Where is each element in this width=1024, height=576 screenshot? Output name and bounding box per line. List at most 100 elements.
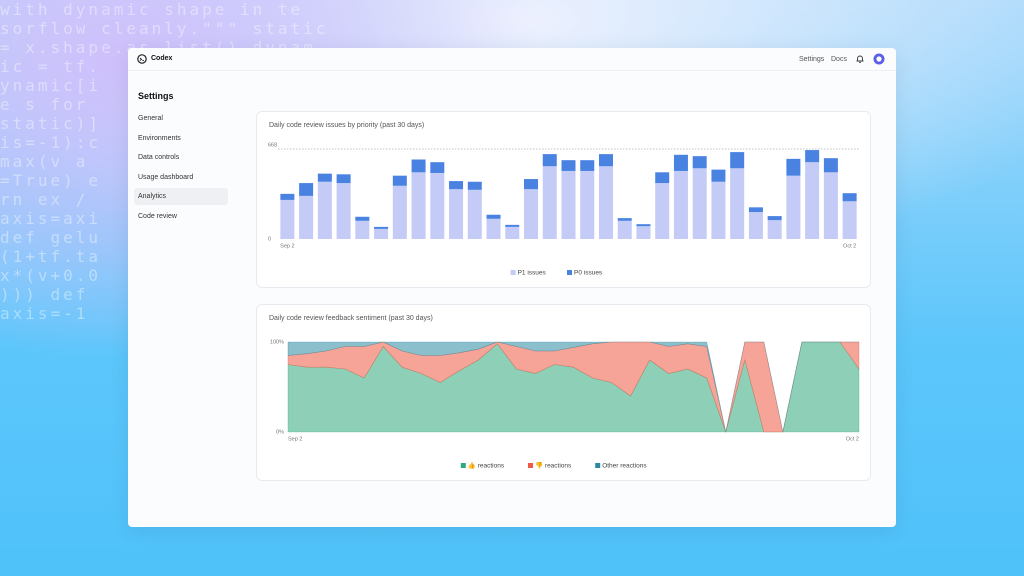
bar-segment bbox=[786, 175, 801, 239]
bell-icon[interactable] bbox=[855, 54, 865, 64]
x-tick-label: Sep 2 bbox=[288, 436, 302, 442]
sidebar-item[interactable]: Data controls bbox=[134, 149, 228, 166]
bar-segment bbox=[580, 160, 595, 171]
sidebar-label: Analytics bbox=[138, 193, 167, 201]
bar-segment bbox=[692, 168, 707, 239]
y-tick-label: 668 bbox=[268, 142, 277, 148]
legend-swatch bbox=[567, 270, 572, 275]
bar-segment bbox=[580, 170, 595, 239]
logo bbox=[137, 54, 147, 64]
bar-segment bbox=[411, 172, 426, 239]
code-line: axis=axi bbox=[0, 209, 102, 228]
window: Codex Settings Docs Settings General Envi… bbox=[128, 48, 896, 527]
bar-segment bbox=[730, 168, 745, 239]
sidebar-item[interactable]: Usage dashboard bbox=[134, 169, 228, 186]
x-tick-label: Oct 2 bbox=[843, 243, 856, 249]
bar-segment bbox=[805, 162, 820, 239]
bar-segment bbox=[767, 220, 782, 239]
bar-segment bbox=[748, 212, 763, 239]
legend-label: 👍 reactions bbox=[468, 462, 505, 470]
bar-segment bbox=[374, 226, 389, 229]
divider bbox=[128, 70, 896, 71]
bar-segment bbox=[711, 181, 726, 239]
chart-title: Daily code review issues by priority (pa… bbox=[269, 122, 424, 129]
bar-segment bbox=[299, 195, 314, 239]
legend-label: Other reactions bbox=[602, 463, 647, 470]
bar-segment bbox=[392, 185, 407, 239]
x-tick-label: Sep 2 bbox=[280, 243, 294, 249]
bar-segment bbox=[711, 169, 726, 182]
code-line: rn ex / bbox=[0, 190, 89, 209]
background-code: with dynamic shape in te sorflow cleanly.… bbox=[0, 0, 328, 323]
bar-segment bbox=[561, 160, 576, 171]
code-line: is=-1):c bbox=[0, 133, 102, 152]
legend-swatch bbox=[528, 463, 533, 468]
code-line: (1+tf.ta bbox=[0, 247, 102, 266]
bar-segment bbox=[542, 154, 557, 167]
bar-segment bbox=[467, 181, 482, 190]
bar-segment bbox=[730, 152, 745, 169]
code-line: max(v a bbox=[0, 152, 89, 171]
bar-segment bbox=[430, 162, 445, 173]
code-line: x*(v+0.0 bbox=[0, 266, 102, 285]
sidebar-item[interactable]: Analytics bbox=[134, 188, 228, 206]
bar-segment bbox=[748, 207, 763, 213]
avatar[interactable] bbox=[873, 53, 885, 65]
bar-segment bbox=[767, 216, 782, 221]
bar-segment bbox=[317, 181, 332, 239]
legend-swatch bbox=[595, 463, 601, 468]
bar-segment bbox=[355, 220, 370, 239]
x-tick-label: Oct 2 bbox=[846, 436, 859, 442]
bar-segment bbox=[449, 181, 464, 190]
app-name: Codex bbox=[151, 55, 173, 62]
code-line: =True) e bbox=[0, 171, 102, 190]
bar-segment bbox=[467, 189, 482, 239]
bar-segment bbox=[486, 218, 501, 239]
bar-segment bbox=[524, 179, 539, 190]
legend-label: 👎 reactions bbox=[535, 462, 572, 470]
legend-label: P0 issues bbox=[574, 270, 603, 277]
bar-segment bbox=[505, 224, 520, 227]
bar-segment bbox=[280, 199, 295, 239]
nav-link[interactable]: Settings bbox=[799, 56, 825, 63]
sidebar-label: Data controls bbox=[138, 154, 180, 162]
bar-segment bbox=[430, 172, 445, 239]
sidebar-title: Settings bbox=[138, 91, 174, 101]
bar-segment bbox=[617, 218, 632, 221]
bar-segment bbox=[786, 158, 801, 176]
code-line: e s for bbox=[0, 95, 89, 114]
bar-segment bbox=[842, 193, 857, 202]
bar-segment bbox=[542, 166, 557, 239]
nav-link[interactable]: Docs bbox=[831, 56, 847, 63]
code-line: def gelu bbox=[0, 228, 102, 247]
bar-segment bbox=[636, 224, 651, 227]
sidebar-label: General bbox=[138, 115, 163, 122]
sidebar-item[interactable]: General bbox=[134, 110, 228, 127]
area bbox=[287, 341, 859, 433]
sidebar-item[interactable]: Environments bbox=[134, 130, 228, 147]
bar-segment bbox=[355, 216, 370, 221]
legend-label: P1 issues bbox=[518, 270, 547, 277]
code-line: ic = tf. bbox=[0, 57, 102, 76]
chart: Daily code review feedback sentiment (pa… bbox=[269, 315, 860, 470]
code-line: axis=-1 bbox=[0, 304, 89, 323]
code-line: sorflow cleanly.""" static bbox=[0, 19, 329, 38]
bar-segment bbox=[411, 159, 426, 173]
chart-title: Daily code review feedback sentiment (pa… bbox=[269, 315, 433, 322]
bar-segment bbox=[617, 220, 632, 239]
legend-swatch bbox=[460, 463, 466, 468]
sidebar-item[interactable]: Code review bbox=[134, 208, 228, 225]
bar-segment bbox=[336, 183, 351, 239]
bar-segment bbox=[598, 166, 613, 239]
chart-card: Daily code review feedback sentiment (pa… bbox=[256, 304, 871, 481]
bar-segment bbox=[449, 189, 464, 239]
sidebar-label: Environments bbox=[138, 134, 181, 142]
bar-segment bbox=[392, 175, 407, 186]
y-tick-label: 0% bbox=[276, 429, 284, 435]
bar-segment bbox=[673, 154, 688, 171]
chart-card: Daily code review issues by priority (pa… bbox=[256, 111, 871, 288]
sidebar-label: Code review bbox=[138, 213, 177, 220]
code-line: ynamic[i bbox=[0, 76, 102, 95]
code-line: static)] bbox=[0, 114, 102, 133]
